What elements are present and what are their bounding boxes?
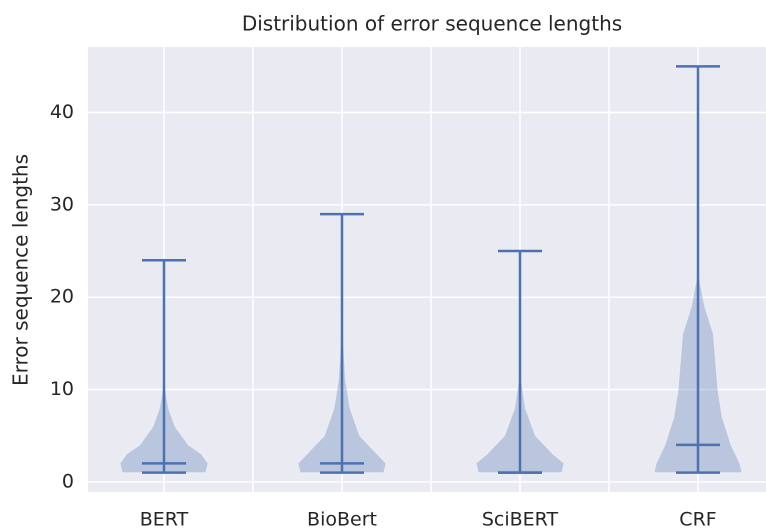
chart-title: Distribution of error sequence lengths — [242, 12, 622, 36]
y-tick-label: 40 — [50, 101, 74, 123]
marks — [119, 65, 743, 474]
x-tick-label: BioBert — [307, 509, 377, 530]
y-tick-label: 0 — [62, 470, 74, 492]
x-tick-label: BERT — [140, 509, 189, 530]
y-tick-label: 20 — [50, 286, 74, 308]
x-tick-label: SciBERT — [482, 509, 559, 530]
x-tick-label: CRF — [679, 509, 716, 530]
plot-area — [88, 47, 766, 492]
y-axis-label: Error sequence lengths — [9, 154, 33, 386]
y-tick-label: 30 — [50, 193, 74, 215]
y-tick-label: 10 — [50, 378, 74, 400]
